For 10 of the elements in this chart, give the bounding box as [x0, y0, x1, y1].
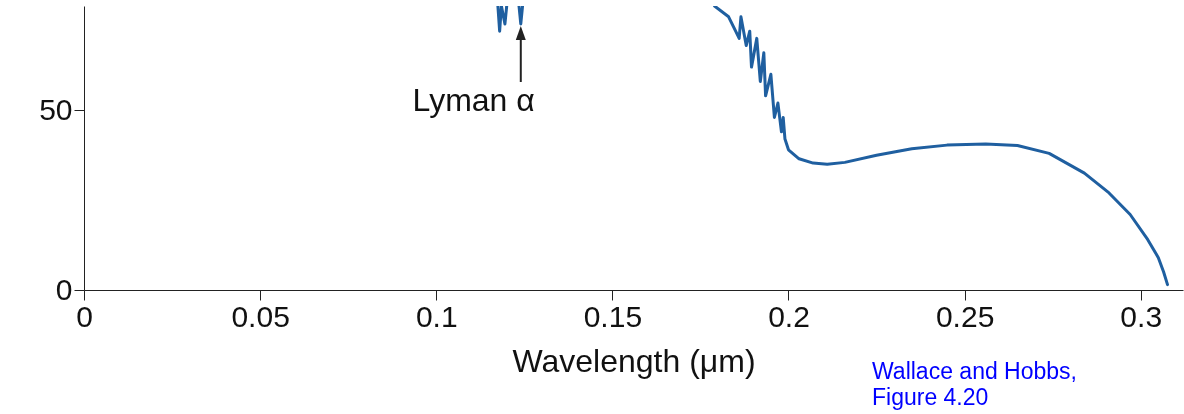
x-tick-label: 0.05: [231, 299, 290, 333]
x-tick-label: 0.3: [1120, 299, 1163, 333]
x-tick-label: 0.1: [415, 299, 458, 333]
x-tick-label: 0.2: [768, 299, 810, 333]
x-axis-title: Wavelength (μm): [512, 342, 756, 379]
y-tick-label: 50: [39, 92, 73, 126]
text: Wallace and Hobbs, Figure 4.20: [872, 358, 1078, 410]
annotation: Lyman α: [412, 81, 535, 118]
x-tick-label: 0.15: [583, 299, 643, 333]
x-tick-label: 0.25: [935, 299, 995, 333]
